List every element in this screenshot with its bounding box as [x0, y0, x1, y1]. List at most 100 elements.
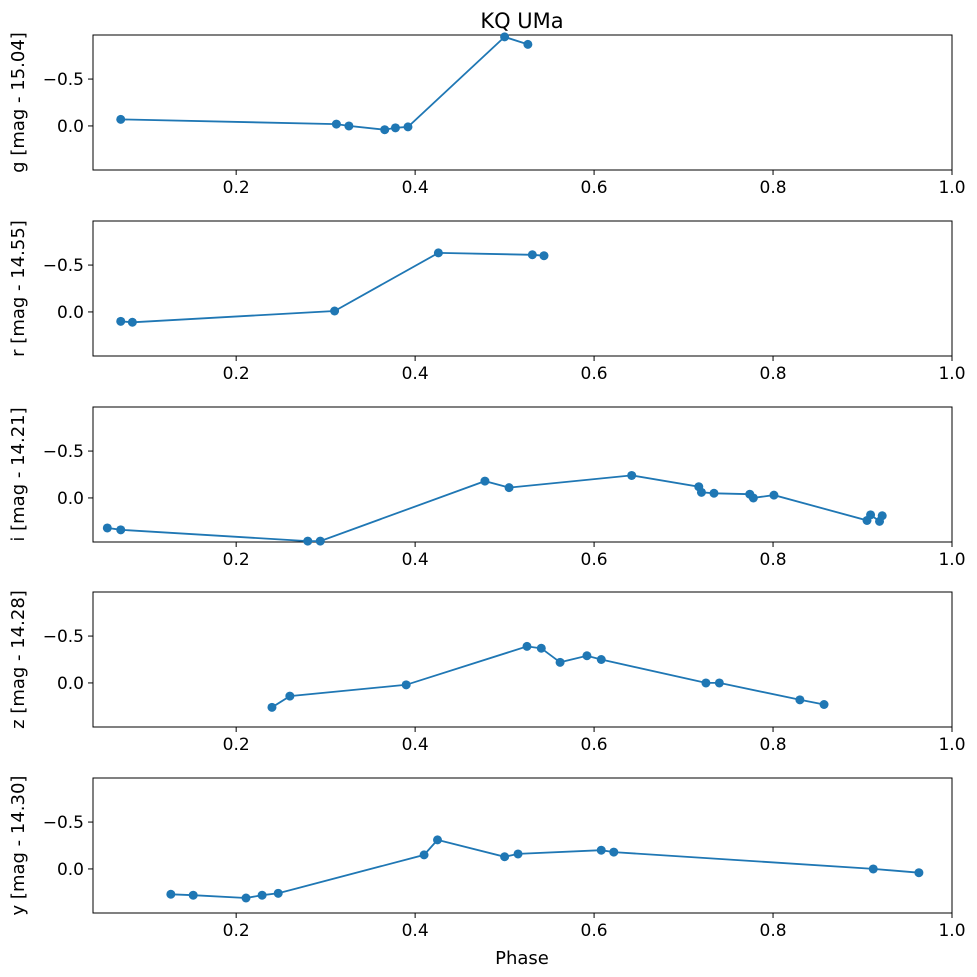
y-axis-label-z: z [mag - 14.28]	[8, 590, 29, 729]
data-point-y	[914, 868, 924, 878]
data-point-y	[596, 845, 606, 855]
data-point-y	[257, 890, 267, 900]
axes-frame-r	[92, 220, 953, 357]
data-point-y	[166, 889, 176, 899]
axes-frame-z	[92, 591, 953, 728]
x-tick-label-y: 0.4	[402, 921, 429, 941]
data-point-g	[344, 121, 354, 131]
x-tick-label-i: 0.4	[402, 550, 429, 570]
data-point-r	[330, 306, 340, 316]
y-tick-label-z: 0.0	[57, 674, 84, 694]
x-tick-label-i: 1.0	[938, 550, 965, 570]
data-point-i	[116, 525, 126, 535]
data-point-z	[522, 641, 532, 651]
panel-i: 0.2 0.4 0.6 0.8 1.0 −0.5 0.0 i [mag - 14.21]	[8, 406, 966, 570]
data-point-z	[596, 655, 606, 664]
data-point-i	[696, 487, 706, 497]
data-point-g	[500, 32, 510, 42]
axes-frame-y	[92, 777, 953, 914]
data-point-z	[795, 695, 805, 705]
data-point-i	[102, 523, 112, 533]
y-axis-label-y: y [mag - 14.30]	[8, 776, 29, 916]
data-point-z	[536, 643, 546, 653]
data-point-z	[819, 700, 829, 709]
data-point-z	[285, 691, 295, 701]
data-point-y	[419, 850, 429, 860]
data-point-i	[480, 476, 490, 486]
y-tick-label-y: −0.5	[43, 813, 84, 833]
data-point-r	[116, 316, 126, 326]
x-tick-label-g: 0.8	[760, 178, 787, 198]
x-tick-label-z: 1.0	[938, 735, 965, 755]
y-tick-label-g: 0.0	[57, 117, 84, 137]
x-tick-label-g: 0.4	[402, 178, 429, 198]
y-tick-label-g: −0.5	[43, 70, 84, 90]
data-point-i	[866, 510, 876, 520]
data-point-g	[331, 119, 341, 129]
x-tick-label-r: 0.6	[581, 364, 608, 384]
panel-y: 0.2 0.4 0.6 0.8 1.0 −0.5 0.0 y [mag - 14.30]	[8, 776, 966, 941]
x-tick-label-i: 0.8	[760, 550, 787, 570]
data-point-i	[709, 488, 719, 498]
data-point-z	[267, 702, 277, 712]
x-tick-label-g: 1.0	[938, 178, 965, 198]
x-tick-label-z: 0.4	[402, 735, 429, 755]
data-point-r	[539, 251, 549, 261]
x-tick-label-y: 0.6	[581, 921, 608, 941]
x-tick-label-g: 0.2	[223, 178, 250, 198]
x-tick-label-z: 0.6	[581, 735, 608, 755]
data-point-y	[432, 835, 442, 845]
y-tick-label-i: −0.5	[43, 442, 84, 462]
y-tick-label-i: 0.0	[57, 489, 84, 509]
x-tick-label-y: 0.2	[223, 921, 250, 941]
y-tick-label-r: 0.0	[57, 303, 84, 323]
x-tick-label-z: 0.8	[760, 735, 787, 755]
x-tick-label-y: 1.0	[938, 921, 965, 941]
data-point-r	[433, 248, 443, 258]
data-point-y	[188, 890, 198, 900]
data-point-r	[527, 250, 537, 260]
figure-title: KQ UMa	[480, 9, 563, 33]
data-point-z	[582, 651, 592, 661]
data-point-y	[513, 849, 523, 859]
x-axis-label: Phase	[495, 948, 549, 969]
y-axis-label-r: r [mag - 14.55]	[8, 220, 29, 357]
axes-frame-i	[92, 406, 953, 543]
data-point-i	[769, 490, 779, 500]
data-point-g	[523, 39, 533, 49]
data-point-i	[315, 536, 325, 546]
data-point-r	[127, 317, 137, 327]
y-tick-label-z: −0.5	[43, 627, 84, 647]
data-point-z	[714, 678, 724, 688]
data-point-g	[116, 114, 126, 124]
data-point-i	[748, 493, 758, 503]
data-point-i	[504, 483, 514, 493]
y-tick-label-r: −0.5	[43, 256, 84, 276]
data-point-g	[380, 125, 390, 135]
x-tick-label-r: 0.8	[760, 364, 787, 384]
panel-z: 0.2 0.4 0.6 0.8 1.0 −0.5 0.0 z [mag - 14.28]	[8, 590, 966, 755]
data-point-y	[868, 864, 878, 874]
data-point-i	[627, 470, 637, 480]
series-line-z	[271, 645, 825, 709]
y-axis-label-i: i [mag - 14.21]	[8, 407, 29, 541]
data-point-z	[555, 657, 565, 667]
axes-frame-g	[92, 34, 953, 171]
data-point-i	[877, 511, 887, 521]
panels: 0.2 0.4 0.6 0.8 1.0−0.50.0g [mag - 15.04]0.2…	[8, 32, 966, 941]
x-tick-label-r: 0.4	[402, 364, 429, 384]
x-tick-label-y: 0.8	[760, 921, 787, 941]
data-point-g	[403, 122, 413, 132]
data-point-g	[390, 123, 400, 133]
data-point-z	[401, 680, 411, 690]
panel-g: 0.2 0.4 0.6 0.8 1.0 −0.5 0.0 g [mag - 15.04]	[8, 32, 966, 198]
y-axis-label-g: g [mag - 15.04]	[8, 32, 29, 173]
x-tick-label-r: 1.0	[938, 364, 965, 384]
data-point-i	[303, 536, 313, 546]
data-point-y	[609, 847, 619, 857]
x-tick-label-r: 0.2	[223, 364, 250, 384]
x-tick-label-g: 0.6	[581, 178, 608, 198]
x-tick-label-i: 0.6	[581, 550, 608, 570]
